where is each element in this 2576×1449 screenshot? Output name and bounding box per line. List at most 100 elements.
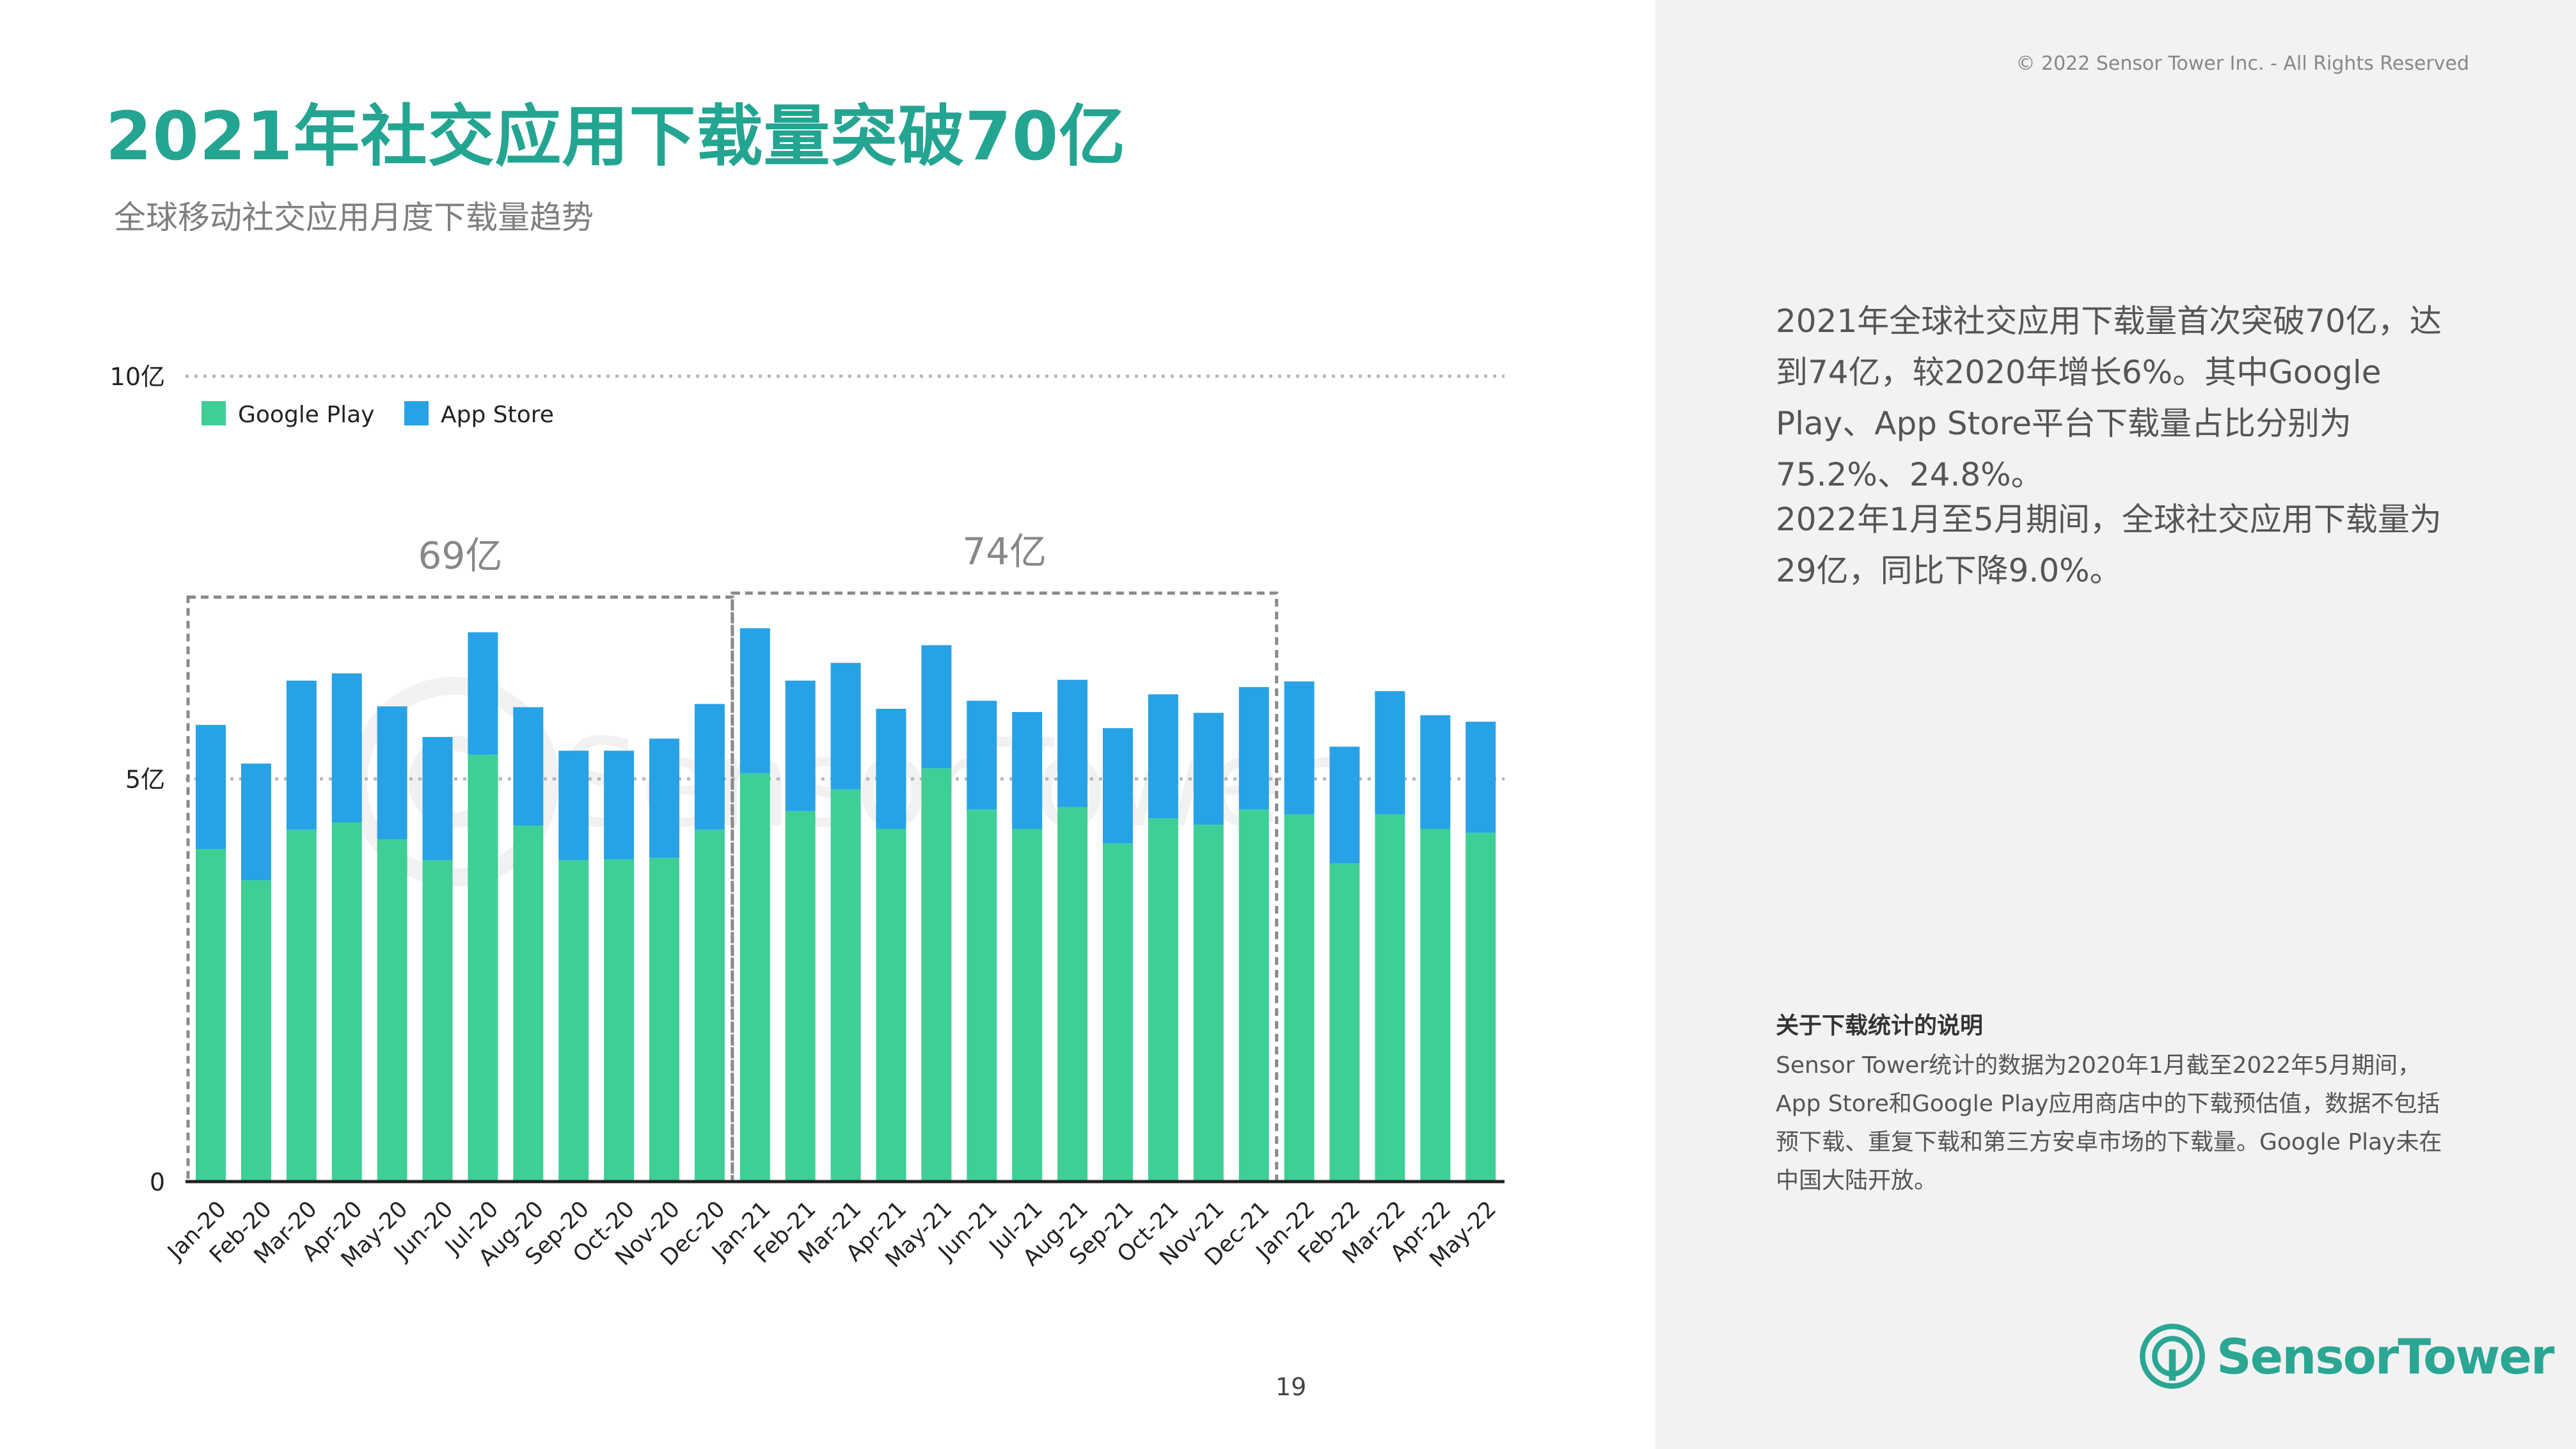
bar-google-play-sep-20 (558, 860, 589, 1182)
y-tick-label-0: 0 (150, 1168, 165, 1196)
bar-app-store-apr-20 (331, 673, 362, 823)
bar-google-play-mar-20 (286, 829, 317, 1182)
bar-google-play-apr-20 (331, 822, 362, 1182)
bar-group-apr-20 (331, 673, 362, 1182)
annotation-box-2 (731, 591, 1279, 1184)
y-tick-label-5: 5亿 (125, 766, 165, 794)
chart-subtitle: 全球移动社交应用月度下载量趋势 (114, 199, 594, 236)
bar-group-jun-20 (422, 737, 453, 1182)
bar-app-store-feb-20 (241, 763, 271, 881)
legend-label-app-store: App Store (441, 402, 554, 428)
annotation-label-2: 74亿 (962, 530, 1047, 573)
bar-group-dec-21 (1238, 686, 1269, 1182)
bar-app-store-may-22 (1466, 722, 1496, 833)
bar-app-store-nov-20 (649, 738, 679, 858)
annotation-label-1: 69亿 (418, 534, 503, 577)
bar-google-play-jan-22 (1284, 814, 1315, 1182)
page-number: 19 (1276, 1373, 1307, 1401)
bar-group-apr-22 (1420, 715, 1451, 1182)
note-body: Sensor Tower统计的数据为2020年1月截至2022年5月期间，App… (1776, 1052, 2442, 1194)
bar-google-play-jul-20 (468, 754, 498, 1182)
bar-group-sep-21 (1103, 728, 1133, 1182)
bar-app-store-feb-22 (1329, 747, 1360, 864)
legend-label-google-play: Google Play (238, 402, 374, 428)
bar-google-play-oct-20 (604, 859, 635, 1182)
bar-google-play-feb-20 (241, 880, 271, 1182)
bar-google-play-jun-20 (422, 860, 453, 1182)
sensor-tower-logo: SensorTower (2138, 1318, 2555, 1395)
sensor-tower-logo-icon (2140, 1324, 2205, 1389)
bar-app-store-mar-21 (830, 663, 861, 789)
bar-app-store-aug-20 (513, 707, 544, 826)
bar-group-mar-21 (830, 663, 861, 1182)
bar-group-jan-22 (1284, 681, 1315, 1182)
bar-app-store-mar-22 (1375, 691, 1405, 814)
bar-group-jan-20 (196, 725, 226, 1182)
summary-paragraph-2021: 2021年全球社交应用下载量首次突破70亿，达到74亿，较2020年增长6%。其… (1776, 303, 2442, 493)
bar-google-play-aug-20 (513, 825, 544, 1182)
bar-app-store-jan-20 (196, 725, 226, 850)
bar-group-jul-21 (1012, 712, 1043, 1182)
bar-group-feb-21 (785, 680, 816, 1182)
bar-google-play-jun-21 (967, 809, 997, 1182)
bar-group-feb-20 (241, 763, 271, 1182)
bar-google-play-mar-22 (1375, 814, 1405, 1182)
bar-app-store-jan-21 (739, 628, 770, 773)
bar-group-apr-21 (876, 708, 906, 1182)
bar-group-may-22 (1466, 722, 1496, 1182)
summary-paragraph-2022: 2022年1月至5月期间，全球社交应用下载量为29亿，同比下降9.0%。 (1776, 501, 2442, 589)
bar-google-play-may-20 (377, 839, 407, 1182)
bar-google-play-nov-21 (1193, 825, 1224, 1182)
logo-text: SensorTower (2216, 1327, 2555, 1385)
bar-group-jan-21 (739, 628, 770, 1182)
bar-group-jul-20 (468, 632, 498, 1182)
legend-swatch-google-play (201, 401, 226, 425)
bar-app-store-mar-20 (286, 680, 317, 830)
bar-google-play-dec-21 (1238, 809, 1269, 1182)
bar-group-nov-21 (1193, 713, 1224, 1182)
bar-app-store-jun-21 (967, 701, 997, 810)
bar-group-may-20 (377, 706, 407, 1182)
bar-app-store-apr-22 (1420, 715, 1451, 829)
bar-group-mar-20 (286, 680, 317, 1182)
bar-app-store-jun-20 (422, 737, 453, 860)
bar-google-play-apr-22 (1420, 828, 1451, 1182)
side-panel: © 2022 Sensor Tower Inc. - All Rights Re… (1655, 0, 2576, 1449)
bar-app-store-sep-21 (1103, 728, 1133, 844)
bar-google-play-aug-21 (1057, 807, 1088, 1182)
copyright-notice: © 2022 Sensor Tower Inc. - All Rights Re… (2016, 52, 2469, 75)
bar-google-play-jan-20 (196, 849, 226, 1182)
bar-google-play-sep-21 (1103, 843, 1133, 1182)
bar-google-play-jan-21 (739, 773, 770, 1182)
bar-group-aug-21 (1057, 679, 1088, 1182)
bar-group-may-21 (921, 645, 952, 1182)
bar-app-store-sep-20 (558, 750, 589, 860)
bar-app-store-jul-20 (468, 632, 498, 755)
bar-app-store-nov-21 (1193, 713, 1224, 825)
bar-group-oct-20 (604, 750, 635, 1182)
page-title: 2021年社交应用下载量突破70亿 (106, 97, 1126, 175)
bar-app-store-apr-21 (876, 708, 906, 829)
legend-swatch-app-store (404, 401, 429, 425)
bar-group-dec-20 (694, 704, 725, 1182)
bar-group-jun-21 (967, 701, 997, 1182)
bar-app-store-dec-21 (1238, 686, 1269, 810)
bar-google-play-may-21 (921, 768, 952, 1182)
bar-app-store-feb-21 (785, 680, 816, 811)
bar-group-oct-21 (1148, 694, 1178, 1182)
bar-google-play-jul-21 (1012, 828, 1043, 1182)
bar-app-store-jul-21 (1012, 712, 1043, 829)
bar-google-play-nov-20 (649, 857, 679, 1182)
note-title: 关于下载统计的说明 (1776, 1013, 1984, 1039)
bar-app-store-aug-21 (1057, 679, 1088, 807)
bar-group-nov-20 (649, 738, 679, 1182)
bar-app-store-may-20 (377, 706, 407, 839)
bar-group-sep-20 (558, 750, 589, 1182)
bar-google-play-apr-21 (876, 828, 906, 1182)
bar-google-play-dec-20 (694, 829, 725, 1182)
bar-group-mar-22 (1375, 691, 1405, 1182)
bar-app-store-may-21 (921, 645, 952, 769)
bar-google-play-may-22 (1466, 832, 1496, 1182)
bar-app-store-jan-22 (1284, 681, 1315, 814)
